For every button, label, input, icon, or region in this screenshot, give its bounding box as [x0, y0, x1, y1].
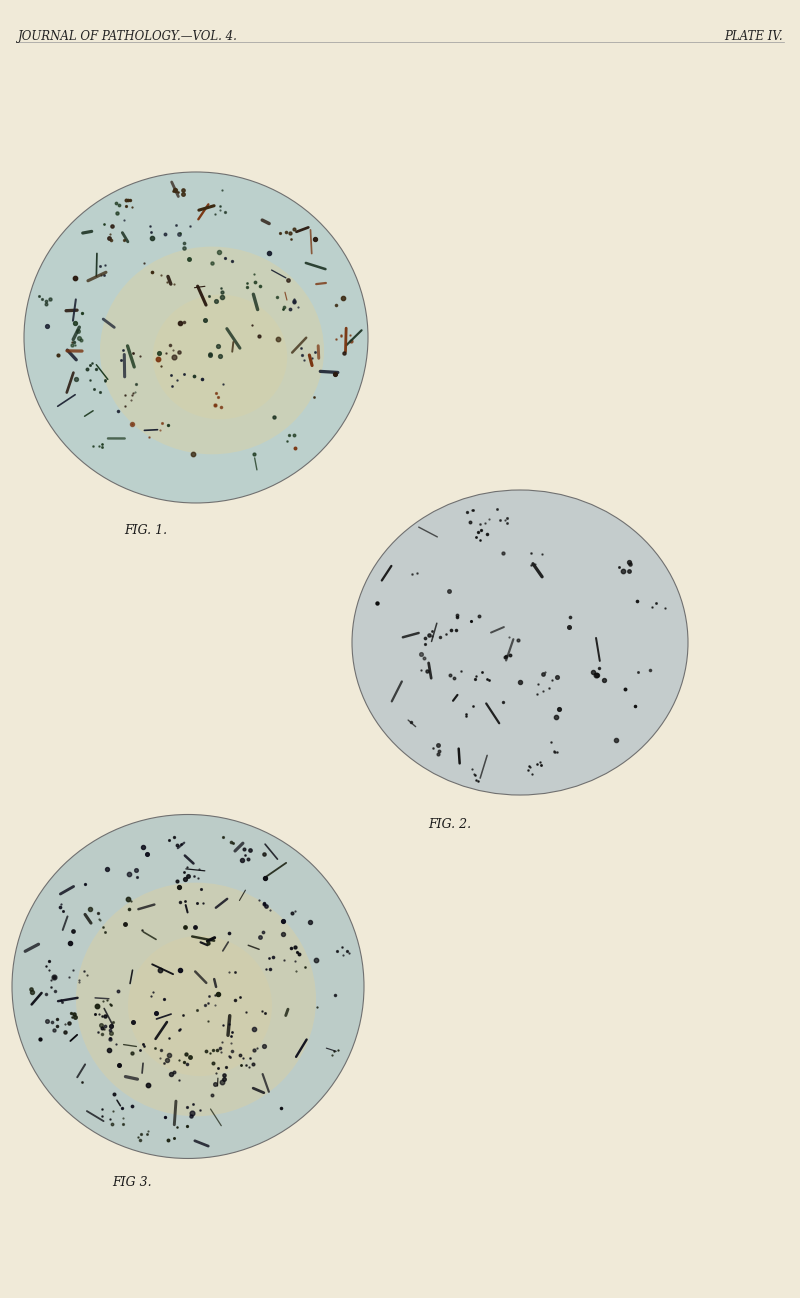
- Ellipse shape: [12, 815, 364, 1159]
- Ellipse shape: [100, 247, 324, 454]
- Ellipse shape: [352, 489, 688, 794]
- Text: PLATE IV.: PLATE IV.: [724, 30, 782, 43]
- Text: JOURNAL OF PATHOLOGY.—VOL. 4.: JOURNAL OF PATHOLOGY.—VOL. 4.: [18, 30, 238, 43]
- Ellipse shape: [128, 936, 272, 1076]
- Text: FIG 3.: FIG 3.: [112, 1176, 152, 1189]
- Ellipse shape: [153, 295, 287, 419]
- Ellipse shape: [76, 883, 316, 1116]
- Text: FIG. 1.: FIG. 1.: [124, 524, 167, 537]
- Ellipse shape: [24, 173, 368, 502]
- Text: FIG. 2.: FIG. 2.: [428, 818, 471, 831]
